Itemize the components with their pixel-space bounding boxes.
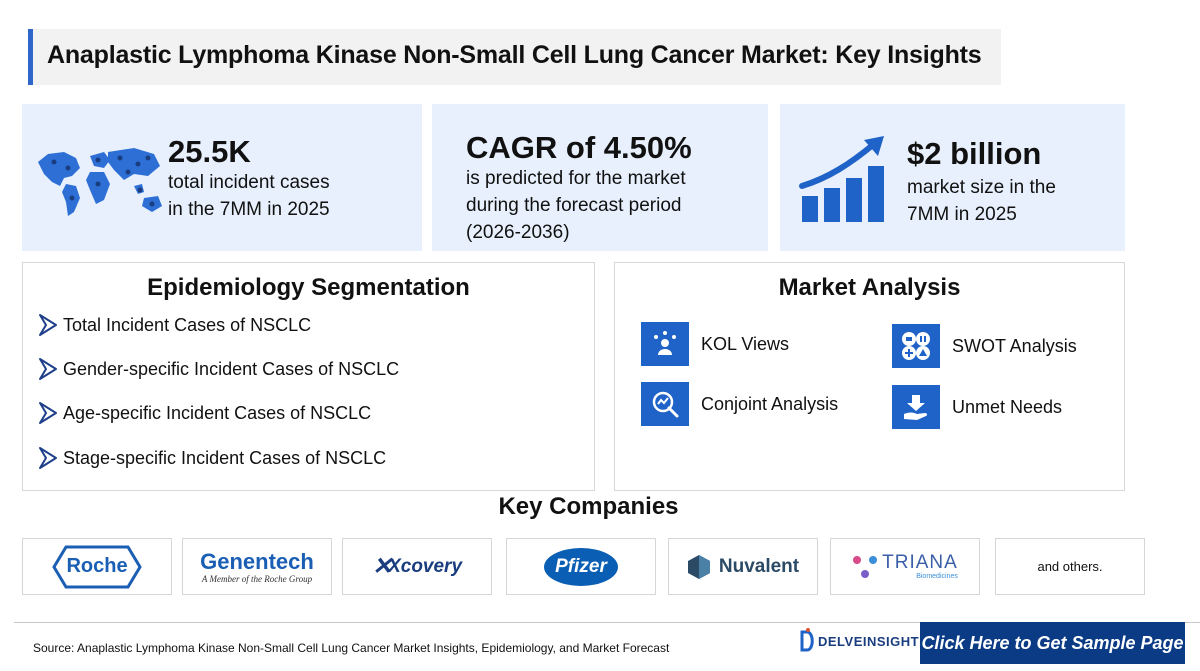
stat-desc-line1: market size in the — [907, 177, 1056, 198]
stat-card-market-size: $2 billion market size in the 7MM in 202… — [780, 104, 1125, 251]
world-map-icon — [38, 148, 162, 216]
stat-value: $2 billion — [907, 136, 1042, 171]
market-analysis-label: Conjoint Analysis — [701, 393, 839, 414]
company-others: and others. — [995, 538, 1145, 595]
delveinsight-logo: DELVEINSIGHT — [800, 628, 919, 654]
list-item: Total Incident Cases of NSCLC — [37, 312, 311, 338]
market-analysis-label: KOL Views — [701, 333, 790, 354]
chevron-right-icon — [39, 358, 57, 380]
company-logo-triana: TRIANA Biomedicines — [830, 538, 980, 595]
kol-icon — [641, 322, 689, 366]
delveinsight-mark-icon — [800, 628, 814, 652]
company-logo-pfizer: Pfizer — [506, 538, 656, 595]
unmet-needs-icon — [892, 385, 940, 429]
triana-logo-text: TRIANA — [882, 552, 958, 573]
list-item-label: Age-specific Incident Cases of NSCLC — [63, 402, 372, 423]
company-logo-nuvalent: Nuvalent — [668, 538, 818, 595]
nuvalent-logo-text: Nuvalent — [718, 555, 800, 577]
market-analysis-item-conjoint: Conjoint Analysis — [641, 382, 838, 426]
stat-desc-line1: total incident cases — [168, 172, 330, 193]
list-item-label: Stage-specific Incident Cases of NSCLC — [63, 447, 387, 468]
stat-card-incident-cases: 25.5K total incident cases in the 7MM in… — [22, 104, 422, 251]
epidemiology-panel: Epidemiology Segmentation Total Incident… — [22, 262, 595, 491]
source-text: Source: Anaplastic Lymphoma Kinase Non-S… — [33, 641, 670, 655]
get-sample-page-button[interactable]: Click Here to Get Sample Page — [920, 622, 1185, 664]
nuvalent-mark-icon — [687, 554, 710, 579]
list-item: Stage-specific Incident Cases of NSCLC — [37, 445, 386, 471]
page-title: Anaplastic Lymphoma Kinase Non-Small Cel… — [47, 41, 982, 69]
stat-desc-line2: in the 7MM in 2025 — [168, 199, 330, 220]
others-text: and others. — [1037, 559, 1103, 574]
xcovery-x-mark: ✕ — [371, 553, 393, 580]
stat-card-cagr: CAGR of 4.50% is predicted for the marke… — [432, 104, 768, 251]
chevron-right-icon — [39, 447, 57, 469]
company-logo-xcovery: ✕ Xcovery — [342, 538, 492, 595]
pfizer-logo-text: Pfizer — [555, 555, 607, 577]
stat-value: CAGR of 4.50% — [466, 130, 692, 165]
market-analysis-label: Unmet Needs — [952, 396, 1063, 417]
epidemiology-heading: Epidemiology Segmentation — [147, 274, 470, 301]
market-analysis-item-kol: KOL Views — [641, 322, 789, 366]
growth-chart-icon — [799, 136, 884, 222]
market-analysis-item-swot: SWOT Analysis — [892, 324, 1077, 368]
swot-icon — [892, 324, 940, 368]
list-item-label: Gender-specific Incident Cases of NSCLC — [63, 358, 400, 379]
genentech-logo-text: Genentech — [200, 548, 314, 574]
genentech-logo-subtext: A Member of the Roche Group — [201, 573, 313, 584]
chevron-right-icon — [39, 402, 57, 424]
company-logo-roche: Roche — [22, 538, 172, 595]
triana-mark-icon — [853, 555, 878, 578]
market-analysis-item-unmet-needs: Unmet Needs — [892, 385, 1062, 429]
market-analysis-heading: Market Analysis — [778, 274, 961, 301]
market-analysis-label: SWOT Analysis — [952, 335, 1077, 356]
xcovery-logo-text: Xcovery — [388, 555, 463, 577]
stat-desc-line3: (2026-2036) — [466, 222, 570, 243]
chevron-right-icon — [39, 314, 57, 336]
delveinsight-logo-text: DELVEINSIGHT — [818, 633, 920, 649]
footer-divider — [14, 622, 1200, 623]
list-item-label: Total Incident Cases of NSCLC — [63, 314, 312, 335]
stat-desc-line2: 7MM in 2025 — [907, 204, 1017, 225]
triana-logo-subtext: Biomedicines — [916, 573, 958, 580]
conjoint-icon — [641, 382, 689, 426]
roche-logo-text: Roche — [66, 555, 128, 577]
key-companies-heading: Key Companies — [498, 493, 679, 520]
market-analysis-panel: Market Analysis KOL Views SWOT Analysis — [614, 262, 1125, 491]
company-logo-genentech: Genentech A Member of the Roche Group — [182, 538, 332, 595]
stat-desc-line1: is predicted for the market — [466, 168, 686, 189]
list-item: Age-specific Incident Cases of NSCLC — [37, 400, 371, 426]
list-item: Gender-specific Incident Cases of NSCLC — [37, 356, 399, 382]
stat-value: 25.5K — [168, 134, 251, 169]
title-banner: Anaplastic Lymphoma Kinase Non-Small Cel… — [28, 29, 1001, 85]
stat-desc-line2: during the forecast period — [466, 195, 682, 216]
